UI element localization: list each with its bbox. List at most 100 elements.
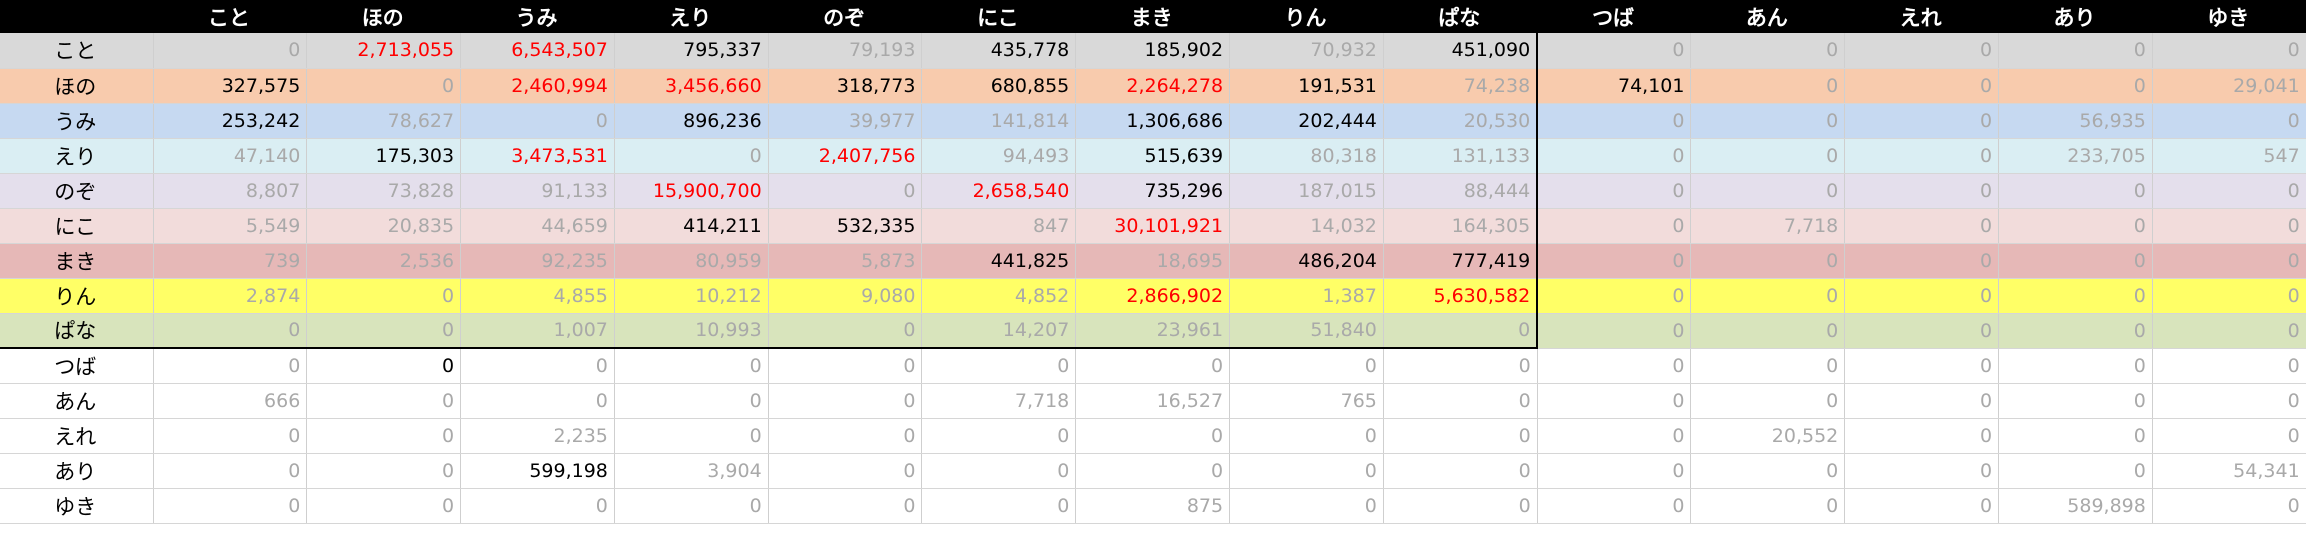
- row-header-cell[interactable]: えり: [0, 138, 154, 174]
- data-cell[interactable]: 0: [1690, 453, 1846, 489]
- data-cell[interactable]: 847: [921, 208, 1077, 244]
- data-cell[interactable]: 0: [1383, 383, 1538, 419]
- data-cell[interactable]: 70,932: [1229, 33, 1384, 69]
- data-cell[interactable]: 0: [306, 488, 462, 524]
- data-cell[interactable]: 2,866,902: [1075, 278, 1231, 314]
- data-cell[interactable]: 0: [1844, 138, 2000, 174]
- data-cell[interactable]: 4,852: [921, 278, 1077, 314]
- data-cell[interactable]: 0: [1998, 173, 2153, 209]
- data-cell[interactable]: 20,530: [1383, 103, 1539, 139]
- data-cell[interactable]: 10,993: [614, 313, 769, 349]
- data-cell[interactable]: 0: [1537, 488, 1692, 524]
- data-cell[interactable]: 0: [2152, 243, 2306, 279]
- column-header-cell[interactable]: こと: [153, 0, 307, 33]
- data-cell[interactable]: 5,549: [153, 208, 308, 244]
- data-cell[interactable]: 0: [2152, 103, 2306, 139]
- data-cell[interactable]: 94,493: [921, 138, 1077, 174]
- row-header-cell[interactable]: うみ: [0, 103, 154, 139]
- data-cell[interactable]: 0: [1537, 173, 1692, 209]
- data-cell[interactable]: 735,296: [1075, 173, 1231, 209]
- data-cell[interactable]: 0: [306, 383, 462, 419]
- data-cell[interactable]: 0: [1537, 278, 1692, 314]
- data-cell[interactable]: 0: [1844, 383, 2000, 419]
- column-header-cell[interactable]: りん: [1229, 0, 1384, 33]
- data-cell[interactable]: 0: [768, 348, 923, 384]
- data-cell[interactable]: 0: [306, 313, 462, 349]
- data-cell[interactable]: 414,211: [614, 208, 769, 244]
- data-cell[interactable]: 0: [921, 348, 1077, 384]
- data-cell[interactable]: 0: [1537, 208, 1692, 244]
- data-cell[interactable]: 0: [1844, 243, 2000, 279]
- data-cell[interactable]: 0: [1537, 138, 1692, 174]
- data-cell[interactable]: 7,718: [1690, 208, 1846, 244]
- data-cell[interactable]: 6,543,507: [460, 33, 615, 69]
- data-cell[interactable]: 0: [306, 348, 462, 384]
- data-cell[interactable]: 0: [1844, 488, 2000, 524]
- data-cell[interactable]: 0: [2152, 313, 2306, 349]
- data-cell[interactable]: 0: [306, 418, 462, 454]
- data-cell[interactable]: 327,575: [153, 68, 308, 104]
- data-cell[interactable]: 253,242: [153, 103, 308, 139]
- data-cell[interactable]: 30,101,921: [1075, 208, 1231, 244]
- data-cell[interactable]: 0: [1998, 348, 2153, 384]
- data-cell[interactable]: 0: [1229, 453, 1384, 489]
- data-cell[interactable]: 3,473,531: [460, 138, 615, 174]
- data-cell[interactable]: 0: [921, 453, 1077, 489]
- data-cell[interactable]: 39,977: [768, 103, 923, 139]
- data-cell[interactable]: 0: [1383, 488, 1538, 524]
- data-cell[interactable]: 0: [153, 313, 308, 349]
- data-cell[interactable]: 486,204: [1229, 243, 1384, 279]
- data-cell[interactable]: 131,133: [1383, 138, 1539, 174]
- data-cell[interactable]: 2,460,994: [460, 68, 615, 104]
- data-cell[interactable]: 2,874: [153, 278, 308, 314]
- data-cell[interactable]: 547: [2152, 138, 2306, 174]
- data-cell[interactable]: 0: [460, 348, 615, 384]
- column-header-cell[interactable]: のぞ: [768, 0, 922, 33]
- data-cell[interactable]: 896,236: [614, 103, 769, 139]
- data-cell[interactable]: 435,778: [921, 33, 1077, 69]
- data-cell[interactable]: 0: [1998, 453, 2153, 489]
- data-cell[interactable]: 0: [1690, 103, 1846, 139]
- data-cell[interactable]: 0: [1998, 68, 2153, 104]
- data-cell[interactable]: 0: [1844, 33, 2000, 69]
- data-cell[interactable]: 0: [460, 103, 615, 139]
- data-cell[interactable]: 599,198: [460, 453, 615, 489]
- data-cell[interactable]: 0: [1690, 348, 1846, 384]
- data-cell[interactable]: 0: [768, 383, 923, 419]
- data-cell[interactable]: 0: [306, 278, 462, 314]
- data-cell[interactable]: 0: [1537, 383, 1692, 419]
- column-header-cell[interactable]: つば: [1537, 0, 1691, 33]
- data-cell[interactable]: 141,814: [921, 103, 1077, 139]
- data-cell[interactable]: 0: [1537, 313, 1692, 349]
- data-cell[interactable]: 0: [1383, 453, 1538, 489]
- data-cell[interactable]: 0: [1537, 453, 1692, 489]
- data-cell[interactable]: 20,835: [306, 208, 462, 244]
- data-cell[interactable]: 441,825: [921, 243, 1077, 279]
- data-cell[interactable]: 0: [1998, 208, 2153, 244]
- data-cell[interactable]: 451,090: [1383, 33, 1539, 69]
- data-cell[interactable]: 875: [1075, 488, 1231, 524]
- data-cell[interactable]: 0: [1690, 313, 1846, 349]
- data-cell[interactable]: 0: [1075, 453, 1231, 489]
- data-cell[interactable]: 88,444: [1383, 173, 1539, 209]
- data-cell[interactable]: 0: [1690, 68, 1846, 104]
- row-header-cell[interactable]: ぱな: [0, 313, 154, 349]
- data-cell[interactable]: 0: [614, 418, 769, 454]
- column-header-cell[interactable]: えり: [614, 0, 769, 33]
- data-cell[interactable]: 0: [1844, 453, 2000, 489]
- data-cell[interactable]: 2,658,540: [921, 173, 1077, 209]
- data-cell[interactable]: 2,713,055: [306, 33, 462, 69]
- data-cell[interactable]: 0: [1537, 348, 1692, 384]
- data-cell[interactable]: 0: [1998, 418, 2153, 454]
- data-cell[interactable]: 0: [1998, 383, 2153, 419]
- data-cell[interactable]: 0: [1844, 418, 2000, 454]
- data-cell[interactable]: 1,306,686: [1075, 103, 1231, 139]
- data-cell[interactable]: 0: [1998, 278, 2153, 314]
- data-cell[interactable]: 14,207: [921, 313, 1077, 349]
- data-cell[interactable]: 0: [1537, 418, 1692, 454]
- data-cell[interactable]: 0: [1844, 173, 2000, 209]
- data-cell[interactable]: 5,873: [768, 243, 923, 279]
- data-cell[interactable]: 0: [1844, 313, 2000, 349]
- data-cell[interactable]: 80,318: [1229, 138, 1384, 174]
- data-cell[interactable]: 2,536: [306, 243, 462, 279]
